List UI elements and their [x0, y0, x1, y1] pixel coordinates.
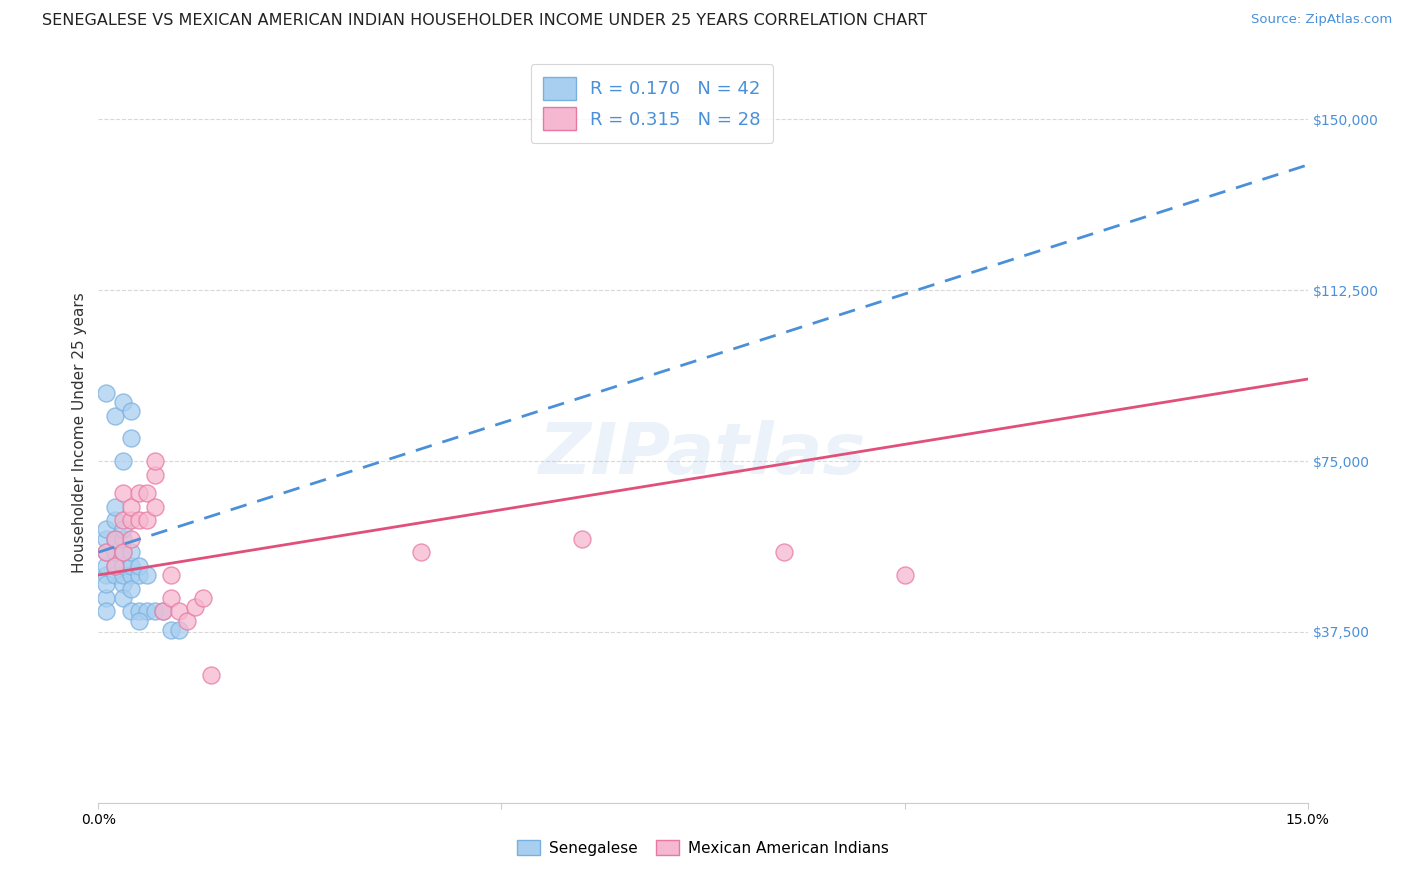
Point — [111, 558, 134, 573]
Point — [893, 568, 915, 582]
Point — [143, 454, 166, 468]
Point — [128, 604, 150, 618]
Text: SENEGALESE VS MEXICAN AMERICAN INDIAN HOUSEHOLDER INCOME UNDER 25 YEARS CORRELAT: SENEGALESE VS MEXICAN AMERICAN INDIAN HO… — [42, 13, 928, 29]
Point — [120, 582, 142, 596]
Point — [120, 532, 142, 546]
Point — [111, 545, 134, 559]
Point — [128, 558, 150, 573]
Point — [128, 614, 150, 628]
Point — [111, 486, 134, 500]
Point — [135, 568, 157, 582]
Point — [111, 454, 134, 468]
Point — [135, 486, 157, 500]
Point — [120, 604, 142, 618]
Text: ZIPatlas: ZIPatlas — [540, 420, 866, 490]
Point — [128, 568, 150, 582]
Point — [128, 513, 150, 527]
Point — [571, 532, 593, 546]
Point — [143, 467, 166, 482]
Point — [176, 614, 198, 628]
Point — [103, 513, 125, 527]
Point — [772, 545, 794, 559]
Point — [96, 558, 118, 573]
Point — [103, 500, 125, 514]
Point — [120, 545, 142, 559]
Point — [96, 545, 118, 559]
Point — [111, 568, 134, 582]
Point — [160, 591, 183, 605]
Point — [103, 568, 125, 582]
Point — [111, 513, 134, 527]
Point — [184, 599, 207, 614]
Point — [111, 591, 134, 605]
Point — [111, 395, 134, 409]
Point — [103, 558, 125, 573]
Point — [120, 500, 142, 514]
Point — [152, 604, 174, 618]
Point — [96, 577, 118, 591]
Point — [135, 604, 157, 618]
Y-axis label: Householder Income Under 25 years: Householder Income Under 25 years — [72, 293, 87, 573]
Point — [103, 558, 125, 573]
Point — [128, 486, 150, 500]
Point — [143, 500, 166, 514]
Point — [200, 668, 222, 682]
Point — [120, 431, 142, 445]
Point — [103, 532, 125, 546]
Point — [120, 568, 142, 582]
Text: Source: ZipAtlas.com: Source: ZipAtlas.com — [1251, 13, 1392, 27]
Point — [135, 513, 157, 527]
Point — [120, 404, 142, 418]
Point — [111, 577, 134, 591]
Point — [143, 604, 166, 618]
Point — [152, 604, 174, 618]
Point — [120, 513, 142, 527]
Point — [167, 604, 190, 618]
Point — [96, 604, 118, 618]
Point — [120, 558, 142, 573]
Point — [111, 532, 134, 546]
Point — [160, 568, 183, 582]
Point — [103, 532, 125, 546]
Point — [96, 523, 118, 537]
Point — [96, 591, 118, 605]
Point — [96, 545, 118, 559]
Point — [111, 545, 134, 559]
Legend: Senegalese, Mexican American Indians: Senegalese, Mexican American Indians — [510, 834, 896, 862]
Point — [96, 568, 118, 582]
Point — [96, 532, 118, 546]
Point — [111, 523, 134, 537]
Point — [103, 409, 125, 423]
Point — [167, 623, 190, 637]
Point — [96, 385, 118, 400]
Point — [160, 623, 183, 637]
Point — [193, 591, 215, 605]
Point — [103, 545, 125, 559]
Point — [409, 545, 432, 559]
